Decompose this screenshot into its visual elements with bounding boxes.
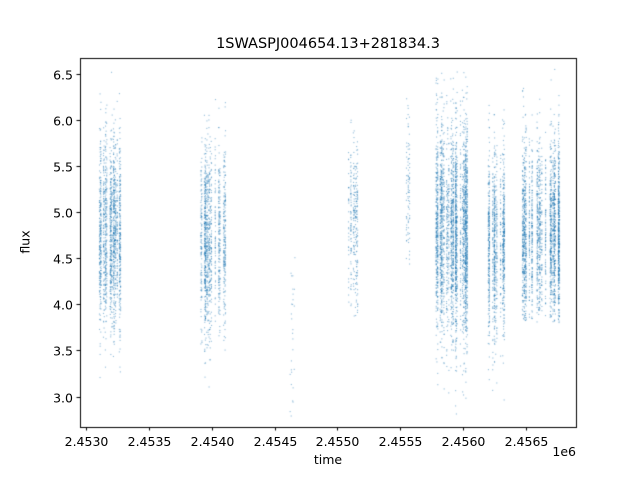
y-axis-label: flux bbox=[17, 230, 33, 254]
x-tick-label: 2.4535 bbox=[127, 434, 172, 449]
y-tick-label: 4.5 bbox=[53, 251, 73, 266]
y-tick-label: 5.5 bbox=[53, 159, 73, 174]
y-tick-label: 6.0 bbox=[53, 113, 73, 128]
y-tick-label: 3.5 bbox=[53, 343, 73, 358]
x-tick-label: 2.4540 bbox=[190, 434, 235, 449]
x-tick-label: 2.4555 bbox=[378, 434, 423, 449]
x-tick-label: 2.4545 bbox=[253, 434, 298, 449]
x-tick-label: 2.4565 bbox=[504, 434, 549, 449]
x-axis-label: time bbox=[313, 452, 343, 467]
y-tick-label: 3.0 bbox=[53, 390, 73, 405]
y-tick-label: 5.0 bbox=[53, 205, 73, 220]
x-axis-offset-text: 1e6 bbox=[552, 444, 576, 459]
y-tick-label: 4.0 bbox=[53, 297, 73, 312]
chart-title: 1SWASPJ004654.13+281834.3 bbox=[216, 36, 440, 52]
x-tick-label: 2.4560 bbox=[441, 434, 486, 449]
y-tick-label: 6.5 bbox=[53, 67, 73, 82]
x-tick-label: 2.4550 bbox=[315, 434, 360, 449]
x-tick-label: 2.4530 bbox=[64, 434, 109, 449]
